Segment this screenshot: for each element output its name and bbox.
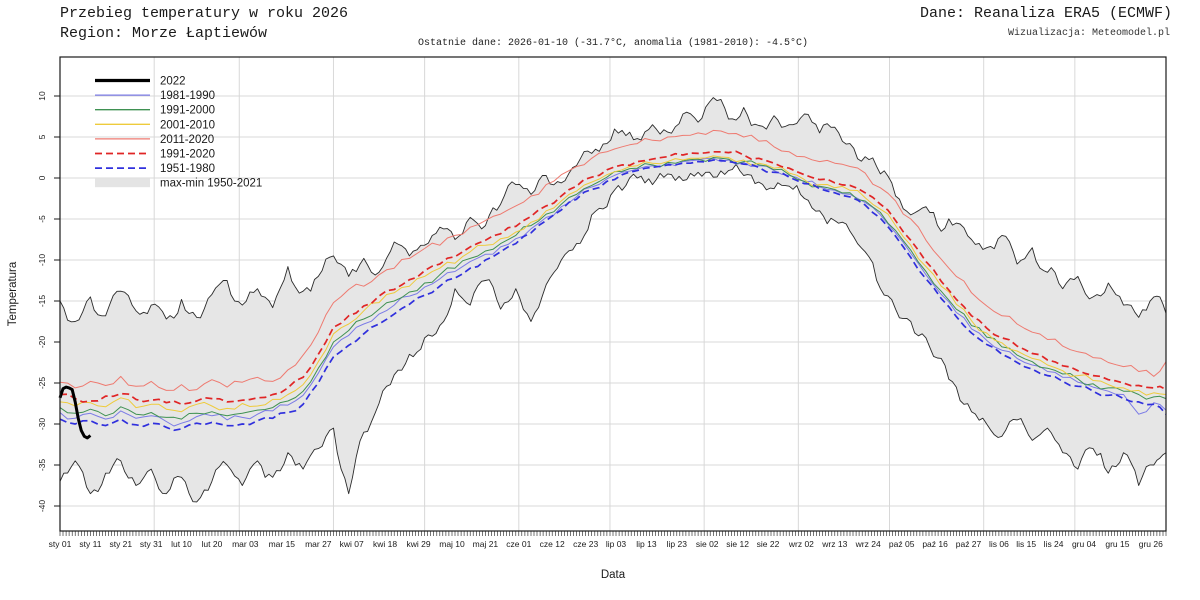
x-tick-label: maj 10 xyxy=(439,539,465,549)
x-tick-label: wrz 02 xyxy=(788,539,814,549)
y-tick-label: -40 xyxy=(37,500,47,513)
x-tick-label: wrz 13 xyxy=(821,539,847,549)
x-tick-label: lip 23 xyxy=(667,539,688,549)
legend-item-label: max-min 1950-2021 xyxy=(160,178,262,190)
legend-item-2011-2020: 2011-2020 xyxy=(95,134,214,146)
x-tick-label: maj 21 xyxy=(473,539,499,549)
page-title: Przebieg temperatury w roku 2026 xyxy=(60,5,349,22)
band-max-line xyxy=(59,97,1167,323)
legend-item-2001-2010: 2001-2010 xyxy=(95,119,215,131)
x-axis-daily-ticks xyxy=(59,531,1167,536)
band-min-line xyxy=(59,163,1167,503)
series-1981-1990-line xyxy=(59,157,1167,427)
legend-item-max-min 1950-2021: max-min 1950-2021 xyxy=(95,178,262,190)
x-tick-label: sty 21 xyxy=(109,539,132,549)
legend-item-label: 1991-2020 xyxy=(160,149,215,161)
visualization-credit: Wizualizacja: Meteomodel.pl xyxy=(1007,28,1170,39)
x-tick-label: lis 15 xyxy=(1016,539,1036,549)
legend-band-swatch xyxy=(95,178,150,188)
x-tick-label: sty 31 xyxy=(140,539,163,549)
y-axis-title: Temperatura xyxy=(7,261,19,326)
region-subtitle: Region: Morze Łaptiewów xyxy=(60,25,268,42)
series-2022-line xyxy=(58,385,92,440)
y-tick-label: -25 xyxy=(37,377,47,390)
y-tick-label: -30 xyxy=(37,418,47,431)
legend-item-1951-1980: 1951-1980 xyxy=(95,163,215,175)
legend-item-label: 2001-2010 xyxy=(160,119,215,131)
x-tick-label: cze 12 xyxy=(540,539,565,549)
x-tick-label: mar 27 xyxy=(305,539,332,549)
x-tick-label: lis 06 xyxy=(989,539,1009,549)
y-tick-label: -5 xyxy=(37,215,47,223)
x-tick-label: lut 10 xyxy=(171,539,192,549)
y-tick-label: 10 xyxy=(37,91,47,101)
plot-box xyxy=(59,56,1167,532)
x-tick-label: cze 23 xyxy=(573,539,598,549)
y-tick-label: -15 xyxy=(37,295,47,308)
x-axis-title: Data xyxy=(601,569,626,581)
x-tick-label: lip 03 xyxy=(606,539,627,549)
x-tick-label: paź 16 xyxy=(922,539,948,549)
legend-item-label: 1951-1980 xyxy=(160,163,215,175)
x-tick-label: kwi 29 xyxy=(406,539,430,549)
x-tick-label: gru 04 xyxy=(1072,539,1096,549)
latest-data-annotation: Ostatnie dane: 2026-01-10 (-31.7°C, anom… xyxy=(417,38,809,49)
x-tick-label: cze 01 xyxy=(506,539,531,549)
y-tick-label: -10 xyxy=(37,254,47,267)
x-tick-label: mar 15 xyxy=(269,539,296,549)
x-tick-label: lip 13 xyxy=(636,539,657,549)
x-tick-label: kwi 07 xyxy=(340,539,364,549)
data-source-label: Dane: Reanaliza ERA5 (ECMWF) xyxy=(919,5,1172,22)
x-tick-label: paź 27 xyxy=(956,539,982,549)
y-tick-label: -20 xyxy=(37,336,47,349)
legend-item-label: 1991-2000 xyxy=(160,105,215,117)
x-tick-label: sie 22 xyxy=(757,539,780,549)
legend-item-label: 2011-2020 xyxy=(160,134,214,146)
y-tick-label: 0 xyxy=(37,175,47,180)
x-tick-label: sie 02 xyxy=(696,539,719,549)
x-tick-label: gru 26 xyxy=(1139,539,1163,549)
y-tick-label: 5 xyxy=(37,134,47,139)
legend-item-2022: 2022 xyxy=(95,76,186,88)
x-tick-label: mar 03 xyxy=(232,539,259,549)
x-tick-label: sty 11 xyxy=(79,539,101,549)
y-tick-label: -35 xyxy=(37,459,47,472)
x-tick-label: wrz 24 xyxy=(855,539,881,549)
x-tick-label: paź 05 xyxy=(889,539,915,549)
y-axis-ticks xyxy=(54,95,60,507)
legend-item-label: 1981-1990 xyxy=(160,90,215,102)
legend: 2022 1981-1990 1991-2000 2001-2010 2011-2020… xyxy=(95,76,262,190)
plot-generated-content: 10 5 0 -5 -10 -15 -20 -25 -30 -35 -40 sty 01 sty 11 s… xyxy=(37,57,1167,549)
x-tick-label: lut 20 xyxy=(202,539,223,549)
series-2011-2020-line xyxy=(59,129,1167,391)
x-tick-label: gru 15 xyxy=(1105,539,1129,549)
max-min-band xyxy=(60,97,1166,502)
x-tick-label: sty 01 xyxy=(49,539,72,549)
legend-item-1991-2000: 1991-2000 xyxy=(95,105,215,117)
legend-item-label: 2022 xyxy=(160,76,186,88)
x-tick-label: kwi 18 xyxy=(373,539,397,549)
x-tick-label: sie 12 xyxy=(726,539,749,549)
series-1951-1980-line xyxy=(59,159,1167,432)
series-2001-2010-line xyxy=(59,155,1167,413)
x-tick-label: lis 24 xyxy=(1044,539,1064,549)
legend-item-1991-2020: 1991-2020 xyxy=(95,149,215,161)
legend-item-1981-1990: 1981-1990 xyxy=(95,90,215,102)
